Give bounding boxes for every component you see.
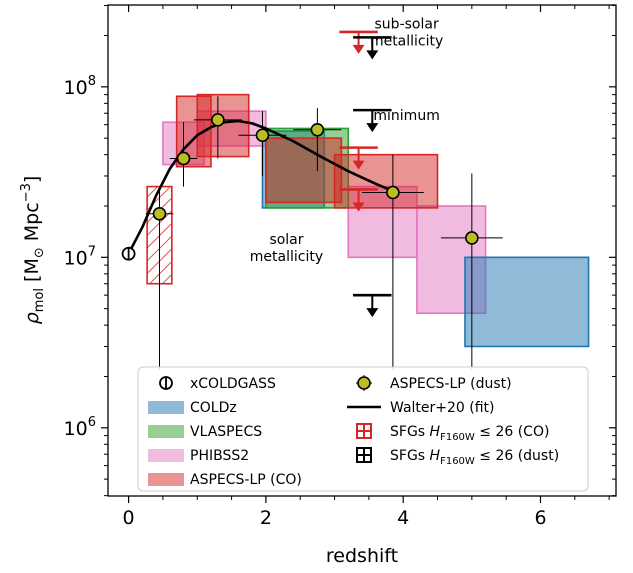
y-tick-exponent: 7 bbox=[88, 244, 96, 259]
y-tick-base: 10 bbox=[64, 77, 88, 99]
legend-sfgs-condition: ≤ 26 (CO) bbox=[475, 424, 550, 440]
annotation-2-line-0: solar bbox=[269, 232, 303, 248]
upper-limit-4 bbox=[339, 188, 378, 212]
legend-phibss2-swatch bbox=[148, 449, 184, 462]
upper-limit-0 bbox=[339, 30, 378, 54]
legend-h-subscript: F160W bbox=[440, 456, 475, 467]
legend-label-2: VLASPECS bbox=[190, 424, 262, 440]
legend-label-0: xCOLDGASS bbox=[190, 376, 276, 392]
upper-limit-1 bbox=[353, 36, 392, 60]
dust-point-4 bbox=[310, 122, 325, 137]
x-tick-label-2: 2 bbox=[260, 507, 272, 529]
upper-limit-5 bbox=[353, 293, 392, 318]
legend-h-subscript: F160W bbox=[440, 432, 475, 443]
y-tick-exponent: 8 bbox=[88, 74, 96, 89]
y-tick-label-6: 106 bbox=[64, 415, 96, 440]
y-tick-exponent: 6 bbox=[88, 415, 96, 430]
upper-limit-0-arrowhead bbox=[352, 44, 365, 54]
y-label-unit: [M bbox=[21, 258, 43, 288]
legend-aspecs_co-swatch bbox=[148, 473, 184, 486]
box-aspecs_co-9 bbox=[265, 137, 343, 204]
legend: xCOLDGASS COLDz VLASPECS PHIBSS2 ASPECS-LP (… bbox=[137, 366, 589, 492]
legend-label-right-3: SFGs HF160W ≤ 26 (dust) bbox=[390, 448, 559, 467]
legend-limit-black bbox=[356, 447, 372, 463]
legend-vlaspecs-swatch bbox=[148, 425, 184, 438]
annotation-1: minimum bbox=[373, 108, 439, 124]
y-label-mpc: Mpc bbox=[21, 202, 43, 247]
x-tick-label-6: 6 bbox=[534, 507, 546, 529]
annotation-1-line-0: minimum bbox=[373, 108, 439, 124]
dust-point-6 bbox=[465, 231, 479, 245]
legend-label-4: ASPECS-LP (CO) bbox=[190, 472, 302, 488]
y-label-close: ] bbox=[21, 176, 43, 183]
y-tick-label-8: 108 bbox=[64, 74, 96, 99]
dust-point-2 bbox=[211, 113, 225, 127]
annotation-0-line-0: sub-solar bbox=[375, 16, 439, 32]
legend-coldz-swatch bbox=[148, 401, 184, 414]
upper-limit-2 bbox=[353, 108, 392, 133]
box-aspecs_co-10 bbox=[333, 153, 439, 209]
y-axis-label: ρmol [M⊙ Mpc−3] bbox=[19, 176, 47, 325]
legend-limit-aspecs_co bbox=[356, 423, 372, 439]
x-tick-label-4: 4 bbox=[397, 507, 409, 529]
y-tick-label-7: 107 bbox=[64, 244, 96, 269]
x-axis-label: redshift bbox=[326, 545, 398, 567]
upper-limit-3-arrowhead bbox=[352, 160, 365, 170]
y-tick-base: 10 bbox=[64, 247, 88, 269]
upper-limit-4-arrowhead bbox=[352, 202, 365, 212]
legend-dust-marker bbox=[357, 376, 371, 390]
dust-point-1 bbox=[176, 151, 191, 166]
dust-point-0 bbox=[152, 206, 167, 221]
upper-limit-3 bbox=[339, 146, 378, 170]
legend-label-3: PHIBSS2 bbox=[190, 448, 249, 464]
box-aspecs_co-8 bbox=[196, 93, 250, 158]
upper-limit-5-arrowhead bbox=[366, 308, 379, 318]
dust-point-5 bbox=[386, 185, 400, 200]
dust-point-3 bbox=[255, 128, 270, 143]
plot-frame bbox=[107, 4, 617, 497]
fit-curve bbox=[127, 119, 394, 255]
legend-h-symbol: H bbox=[430, 448, 441, 464]
legend-sfgs-condition: ≤ 26 (dust) bbox=[475, 448, 559, 464]
annotation-0-line-1: metallicity bbox=[370, 33, 443, 49]
y-label-mol: mol bbox=[32, 288, 47, 312]
legend-sfgs-text: SFGs bbox=[390, 424, 430, 440]
x-tick-label-0: 0 bbox=[123, 507, 135, 529]
legend-sfgs-text: SFGs bbox=[390, 448, 430, 464]
y-label-sun: ⊙ bbox=[32, 247, 47, 258]
y-tick-base: 10 bbox=[64, 418, 88, 440]
y-label-rho: ρ bbox=[21, 312, 43, 324]
legend-label-right-0: ASPECS-LP (dust) bbox=[390, 376, 512, 392]
upper-limit-1-arrowhead bbox=[366, 50, 379, 60]
annotation-2-line-1: metallicity bbox=[250, 249, 323, 265]
legend-h-symbol: H bbox=[430, 424, 441, 440]
box-coldz-5 bbox=[464, 256, 590, 348]
annotation-0: sub-solar metallicity bbox=[370, 16, 443, 49]
annotation-2: solar metallicity bbox=[250, 232, 323, 265]
legend-label-right-1: Walter+20 (fit) bbox=[390, 400, 495, 416]
upper-limit-2-arrowhead bbox=[366, 123, 379, 133]
legend-label-1: COLDz bbox=[190, 400, 237, 416]
y-label-exp: −3 bbox=[19, 183, 34, 202]
legend-label-right-2: SFGs HF160W ≤ 26 (CO) bbox=[390, 424, 549, 443]
